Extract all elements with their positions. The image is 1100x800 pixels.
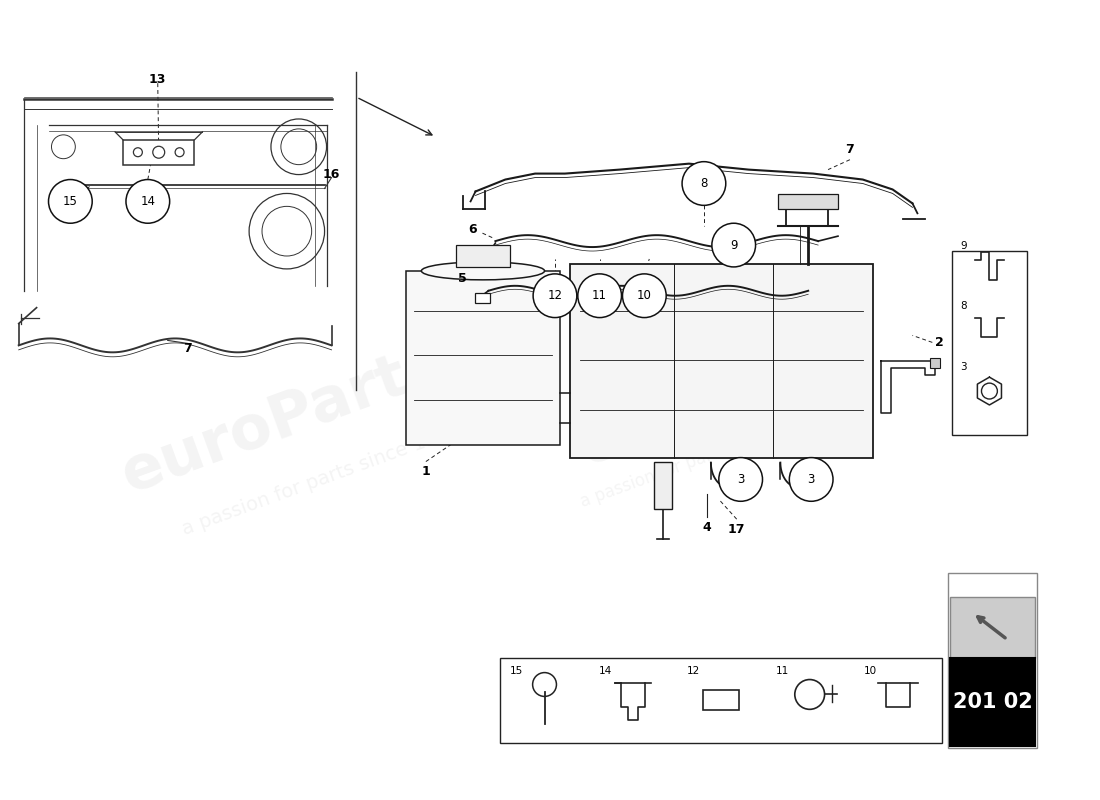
Text: 7: 7 xyxy=(846,143,855,156)
Text: 3: 3 xyxy=(807,473,815,486)
Bar xyxy=(948,573,1036,747)
Text: 7: 7 xyxy=(184,342,191,355)
Text: 15: 15 xyxy=(510,666,524,676)
Bar xyxy=(654,462,672,510)
Circle shape xyxy=(790,458,833,502)
Bar xyxy=(703,690,739,710)
Circle shape xyxy=(126,179,169,223)
Text: a passion for parts since 1985: a passion for parts since 1985 xyxy=(579,408,820,511)
Text: a passion for parts since 1985: a passion for parts since 1985 xyxy=(179,420,463,538)
Text: 1: 1 xyxy=(421,465,430,478)
Text: 15: 15 xyxy=(63,195,78,208)
Bar xyxy=(455,245,510,267)
Circle shape xyxy=(718,458,762,502)
Bar xyxy=(570,264,872,458)
Text: 2: 2 xyxy=(935,336,944,349)
Bar xyxy=(123,140,195,165)
Circle shape xyxy=(682,162,726,206)
Text: 12: 12 xyxy=(548,290,562,302)
Text: 8: 8 xyxy=(960,301,967,310)
Text: 3: 3 xyxy=(737,473,745,486)
Text: 10: 10 xyxy=(637,290,652,302)
Bar xyxy=(474,293,491,302)
Bar xyxy=(779,194,838,210)
Text: 9: 9 xyxy=(960,241,967,251)
Circle shape xyxy=(578,274,621,318)
Text: 11: 11 xyxy=(776,666,789,676)
Text: euroParts: euroParts xyxy=(573,326,865,474)
Bar xyxy=(953,251,1026,434)
Text: 9: 9 xyxy=(730,238,737,251)
Circle shape xyxy=(712,223,756,267)
Text: 14: 14 xyxy=(141,195,155,208)
Text: euroParts: euroParts xyxy=(113,334,450,506)
Bar xyxy=(931,358,940,368)
Circle shape xyxy=(623,274,667,318)
Bar xyxy=(406,271,560,445)
Circle shape xyxy=(48,179,92,223)
Text: 4: 4 xyxy=(703,521,712,534)
Text: 11: 11 xyxy=(592,290,607,302)
Text: 17: 17 xyxy=(728,522,746,535)
Text: 5: 5 xyxy=(459,272,468,286)
Bar xyxy=(950,658,1035,746)
Bar xyxy=(500,658,943,742)
Text: 13: 13 xyxy=(150,73,166,86)
Text: 12: 12 xyxy=(688,666,701,676)
Ellipse shape xyxy=(421,262,544,280)
Text: 8: 8 xyxy=(701,177,707,190)
Circle shape xyxy=(534,274,576,318)
Text: 201 02: 201 02 xyxy=(953,692,1032,712)
Text: 6: 6 xyxy=(469,222,477,236)
Bar xyxy=(950,597,1035,658)
Text: 14: 14 xyxy=(598,666,612,676)
Text: 3: 3 xyxy=(960,362,967,372)
Text: 10: 10 xyxy=(864,666,877,676)
Text: 16: 16 xyxy=(322,168,340,181)
